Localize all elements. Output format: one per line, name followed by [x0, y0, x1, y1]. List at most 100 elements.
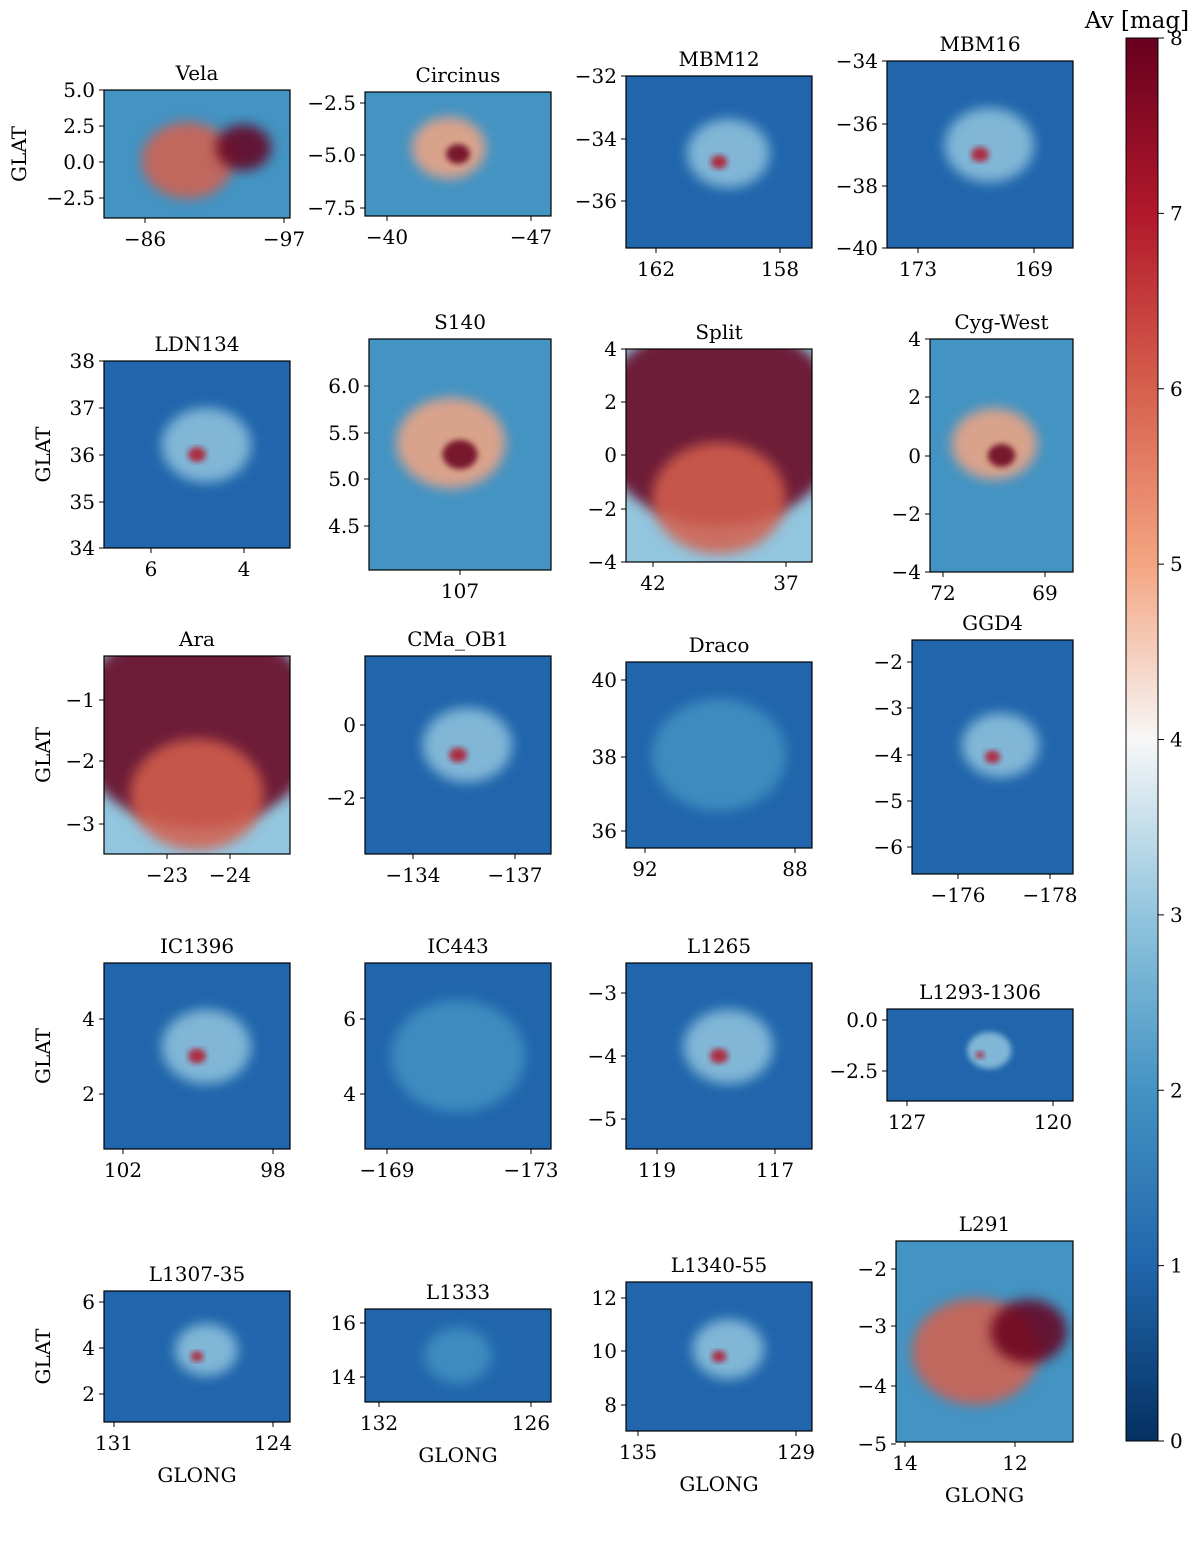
- x-tick-label: 6: [145, 557, 158, 581]
- y-tick-label: −2: [588, 497, 617, 521]
- y-tick-label: 2: [82, 1382, 95, 1406]
- x-tick-label: 131: [95, 1431, 133, 1455]
- panel-l1293-1306: L1293-1306 127 120 0.0 −2.5: [829, 980, 1074, 1134]
- map-feature: [683, 1009, 773, 1084]
- panel-title: Split: [695, 320, 742, 344]
- map-feature: [215, 124, 272, 171]
- y-tick-label: −3: [588, 981, 617, 1005]
- y-tick-label: −34: [575, 127, 617, 151]
- panel-frame: [625, 75, 813, 249]
- panel-frame: [103, 1290, 291, 1423]
- x-tick-label: −137: [488, 863, 543, 887]
- y-tick-label: 2: [604, 390, 617, 414]
- panel-map: [626, 662, 812, 848]
- map-feature: [190, 1351, 204, 1362]
- map-feature: [710, 1048, 728, 1064]
- x-tick-label: −97: [263, 227, 305, 251]
- panel-title: GGD4: [962, 611, 1023, 635]
- panel-l1307-35: L1307-35 131 124 6 4 2 GLAT GLONG: [31, 1262, 292, 1487]
- map-feature: [424, 1327, 492, 1384]
- map-feature: [990, 1299, 1067, 1364]
- x-tick-label: 162: [637, 257, 675, 281]
- y-tick-label: 0.0: [63, 150, 95, 174]
- panel-title: MBM16: [939, 32, 1020, 56]
- colorbar-tick-label: 3: [1170, 903, 1183, 927]
- y-tick-label: 12: [592, 1286, 617, 1310]
- panel-draco: Draco 92 88 40 38 36: [592, 633, 813, 881]
- panel-frame: [103, 655, 291, 855]
- y-tick-label: 0: [343, 713, 356, 737]
- x-tick-label: 135: [619, 1440, 657, 1464]
- y-tick-label: 8: [604, 1393, 617, 1417]
- panel-map: [369, 339, 551, 570]
- panel-frame: [364, 1308, 552, 1403]
- x-tick-label: −173: [504, 1158, 559, 1182]
- y-tick-label: −2.5: [46, 186, 95, 210]
- panel-vela: Vela −86 −97 5.0 2.5 0.0 −2.5 GLAT: [7, 61, 305, 251]
- map-feature: [188, 447, 206, 462]
- map-feature: [687, 118, 770, 188]
- panel-cma_ob1: CMa_OB1 −134 −137 0 −2: [327, 627, 552, 887]
- panel-title: L291: [959, 1212, 1010, 1236]
- panel-title: CMa_OB1: [407, 627, 509, 651]
- y-tick-label: −2: [874, 650, 903, 674]
- y-tick-label: 2: [82, 1082, 95, 1106]
- panel-map: [104, 656, 290, 854]
- y-tick-label: 4: [908, 327, 921, 351]
- y-tick-label: 4.5: [328, 514, 360, 538]
- x-axis-label: GLONG: [679, 1472, 758, 1496]
- y-tick-label: 6.0: [328, 374, 360, 398]
- y-tick-label: −2.5: [829, 1059, 878, 1083]
- y-tick-label: 4: [604, 337, 617, 361]
- panel-l1265: L1265 119 117 −3 −4 −5: [588, 934, 813, 1182]
- panel-title: IC443: [427, 934, 488, 958]
- y-tick-label: −4: [874, 743, 903, 767]
- y-tick-label: 5.0: [63, 78, 95, 102]
- map-feature: [951, 408, 1038, 480]
- y-tick-label: 2.5: [63, 114, 95, 138]
- panel-frame: [886, 60, 1074, 249]
- panel-map: [887, 1009, 1073, 1101]
- x-tick-label: 158: [761, 257, 799, 281]
- y-tick-label: −5: [588, 1107, 617, 1131]
- map-feature: [944, 107, 1034, 183]
- y-tick-label: 4: [82, 1007, 95, 1031]
- panel-cyg-west: Cyg-West 72 69 4 2 0 −2 −4: [892, 310, 1074, 605]
- panel-title: L1340-55: [671, 1253, 767, 1277]
- y-tick-label: −1: [66, 688, 95, 712]
- panel-mbm12: MBM12 162 158 −32 −34 −36: [575, 47, 813, 281]
- map-feature: [692, 1319, 765, 1379]
- y-tick-label: −2.5: [307, 91, 356, 115]
- map-feature: [188, 1048, 206, 1064]
- map-feature: [652, 442, 786, 554]
- map-feature: [422, 707, 512, 783]
- panel-title: IC1396: [160, 934, 234, 958]
- y-tick-label: 0.0: [846, 1008, 878, 1032]
- x-tick-label: 14: [892, 1451, 917, 1475]
- panel-map: [896, 1241, 1073, 1442]
- panel-l291: L291 14 12 −2 −3 −4 −5 GLONG: [858, 1212, 1074, 1507]
- y-tick-label: 4: [343, 1082, 356, 1106]
- y-tick-label: 36: [70, 443, 95, 467]
- y-tick-label: −7.5: [307, 196, 356, 220]
- panel-map: [104, 1291, 290, 1422]
- x-tick-label: 129: [777, 1440, 815, 1464]
- map-feature: [174, 1323, 238, 1377]
- panel-frame: [886, 1008, 1074, 1102]
- panel-title: MBM12: [678, 47, 759, 71]
- panel-title: Ara: [178, 627, 215, 651]
- x-tick-label: 132: [360, 1411, 398, 1435]
- map-feature: [391, 1000, 525, 1112]
- y-tick-label: 36: [592, 819, 617, 843]
- panel-frame: [625, 661, 813, 849]
- x-tick-label: 102: [104, 1158, 142, 1182]
- map-feature: [711, 1350, 727, 1363]
- y-axis-label: GLAT: [7, 125, 31, 182]
- colorbar-ticks: 0 1 2 3 4 5 6 7 8: [1158, 26, 1183, 1453]
- y-tick-label: 5.5: [328, 421, 360, 445]
- x-axis-label: GLONG: [945, 1483, 1024, 1507]
- x-tick-label: 124: [254, 1431, 292, 1455]
- x-tick-label: 37: [773, 571, 798, 595]
